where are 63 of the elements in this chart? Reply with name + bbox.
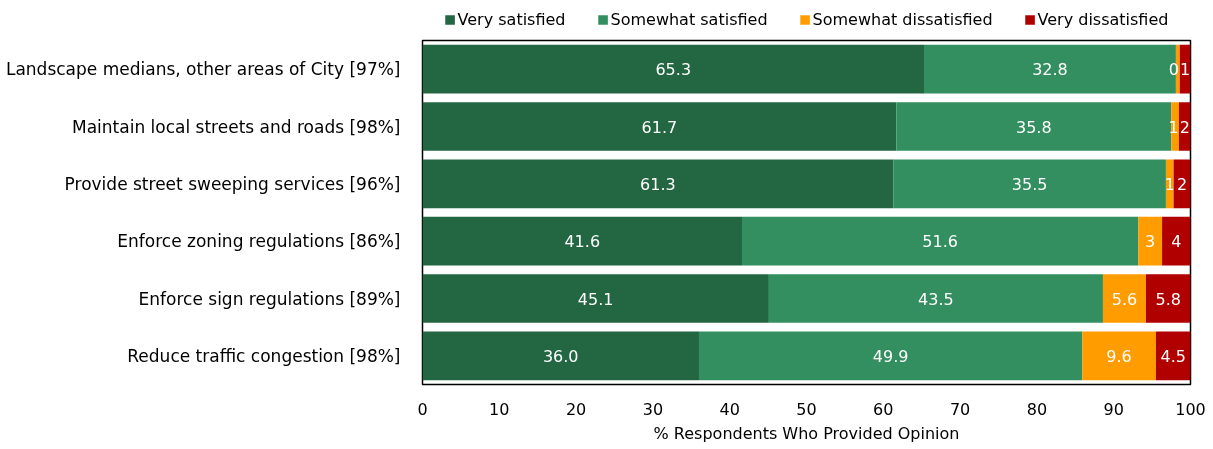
- bar: [1138, 216, 1163, 266]
- data-label: 1: [1180, 60, 1191, 80]
- x-tick-label: 60: [873, 399, 894, 419]
- data-label: 65.3: [655, 60, 692, 80]
- data-label: 1: [1164, 174, 1175, 194]
- y-tick-label: Enforce zoning regulations [86%]: [117, 231, 401, 252]
- bar: [422, 102, 897, 151]
- data-label: 41.6: [564, 232, 601, 252]
- bar: [422, 216, 742, 266]
- data-label: 51.6: [922, 232, 958, 252]
- bar: [1145, 274, 1191, 323]
- x-tick-label: 10: [489, 399, 510, 419]
- legend-label: Somewhat satisfied: [610, 9, 768, 29]
- data-label: 61.7: [641, 117, 678, 137]
- y-tick-label: Landscape medians, other areas of City [97%]: [5, 59, 401, 80]
- x-tick-label: 30: [642, 399, 664, 419]
- bar: [422, 274, 769, 323]
- bar: [1082, 331, 1156, 381]
- x-tick-label: 70: [949, 399, 971, 419]
- x-tick-label: 90: [1103, 399, 1124, 419]
- data-label: 35.5: [1011, 174, 1048, 194]
- bar: [1162, 216, 1191, 266]
- legend-label: Very satisfied: [457, 9, 566, 29]
- bar: [1155, 331, 1191, 381]
- data-label: 36.0: [542, 346, 579, 366]
- data-label: 43.5: [918, 289, 954, 309]
- bar: [924, 44, 1176, 94]
- x-tick-label: 0: [417, 399, 428, 419]
- x-tick-label: 100: [1175, 399, 1206, 419]
- bar: [422, 44, 924, 94]
- data-label: 45.1: [577, 289, 614, 309]
- x-tick-label: 80: [1026, 399, 1048, 419]
- data-label: 4: [1171, 232, 1182, 252]
- data-label: 9.6: [1106, 346, 1132, 366]
- data-label: 2: [1179, 117, 1190, 137]
- data-label: 49.9: [872, 346, 909, 366]
- bar: [896, 102, 1172, 151]
- data-label: 4.5: [1160, 346, 1186, 366]
- bar: [741, 216, 1139, 266]
- y-tick-label: Enforce sign regulations [89%]: [138, 288, 401, 309]
- x-tick-label: 50: [796, 399, 817, 419]
- bar: [422, 331, 699, 381]
- data-label: 61.3: [640, 174, 676, 194]
- bar: [768, 274, 1103, 323]
- x-tick-label: 20: [565, 399, 587, 419]
- x-axis-title: % Respondents Who Provided Opinion: [653, 423, 960, 443]
- bar: [422, 159, 894, 209]
- data-label: 5.6: [1111, 289, 1138, 309]
- legend-label: Somewhat dissatisfied: [812, 9, 993, 29]
- bar: [1102, 274, 1146, 323]
- bar: [1165, 159, 1174, 209]
- data-label: 32.8: [1032, 60, 1068, 80]
- legend-label: Very dissatisfied: [1037, 9, 1169, 29]
- data-label: 35.8: [1016, 117, 1052, 137]
- bar: [893, 159, 1166, 209]
- y-tick-label: Reduce traffic congestion [98%]: [127, 345, 401, 366]
- data-label: 3: [1145, 232, 1156, 252]
- bar: [698, 331, 1083, 381]
- data-label: 5.8: [1155, 289, 1181, 309]
- data-label: 2: [1176, 174, 1188, 194]
- x-tick-label: 40: [719, 399, 740, 419]
- y-tick-label: Maintain local streets and roads [98%]: [72, 116, 401, 137]
- y-tick-label: Provide street sweeping services [96%]: [64, 173, 401, 194]
